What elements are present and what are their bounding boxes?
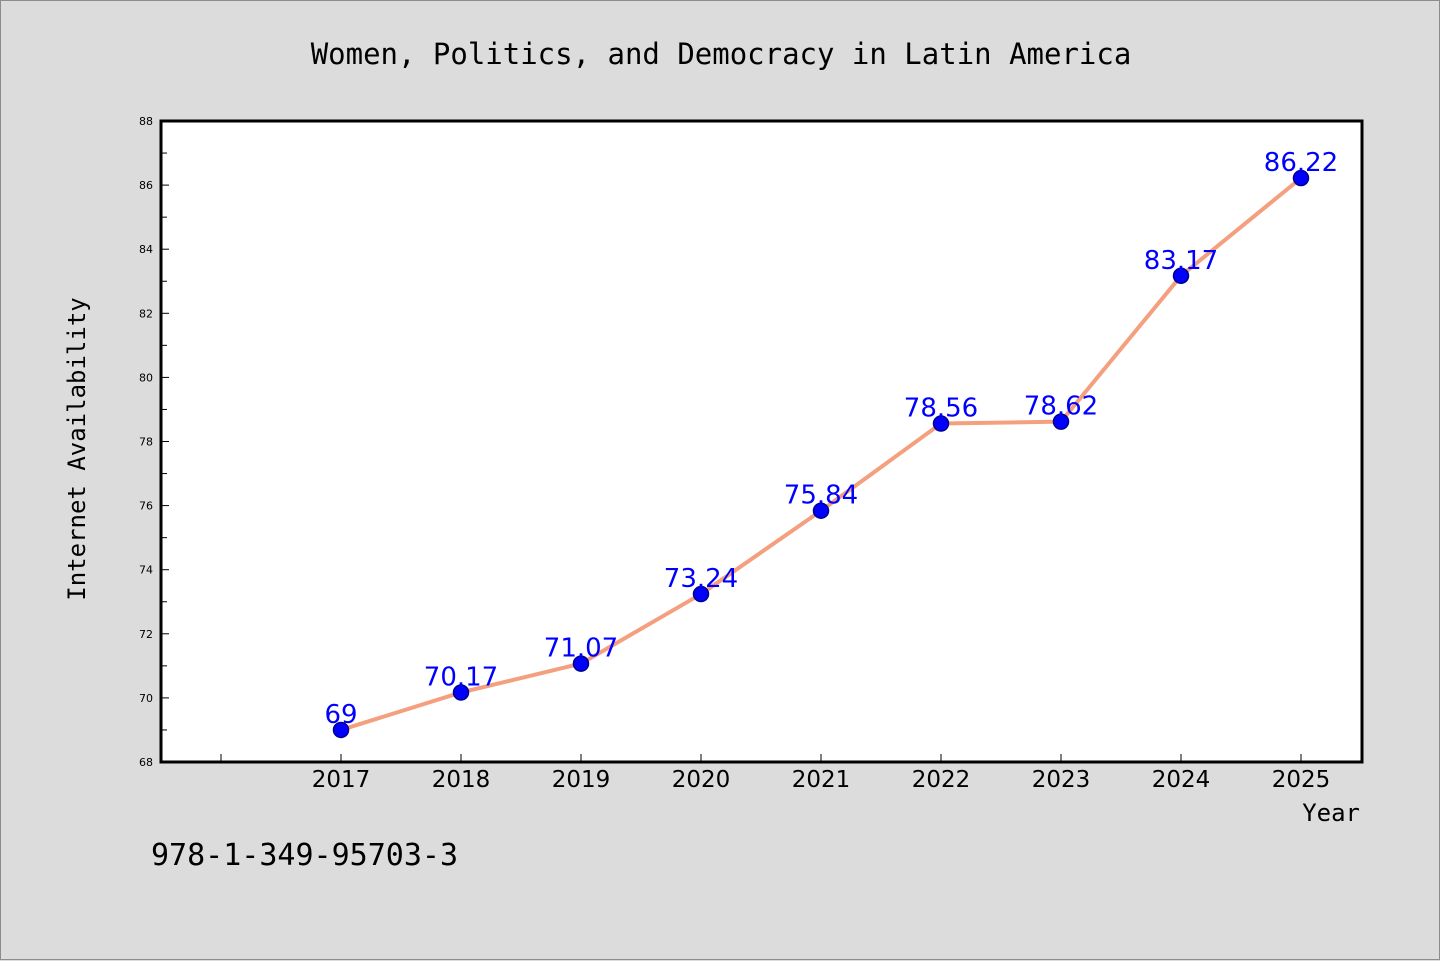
data-label: 70.17 [424, 662, 498, 692]
y-tick-label: 74 [139, 564, 153, 577]
y-tick-label: 78 [139, 436, 153, 449]
y-axis-label: Internet Availability [63, 297, 91, 600]
y-axis-ticks: 68 70 72 74 76 78 80 82 84 86 88 [139, 115, 169, 769]
data-point-marker [932, 415, 950, 432]
x-axis-label: Year [1302, 799, 1360, 827]
x-tick-label: 2018 [432, 767, 491, 793]
data-point-marker [1172, 267, 1190, 285]
data-point-marker [572, 655, 590, 672]
data-label: 86.22 [1264, 148, 1338, 178]
data-label: 83.17 [1144, 246, 1218, 276]
y-tick-label: 76 [139, 500, 153, 513]
data-label: 75.84 [784, 481, 858, 511]
x-axis-ticks: 2017 2018 2019 2020 2021 2022 2023 2024 2025 [220, 754, 1331, 793]
x-tick-label: 2021 [792, 767, 851, 793]
data-point-marker [452, 684, 470, 701]
y-tick-label: 88 [139, 115, 153, 128]
data-point-marker [332, 721, 350, 739]
data-point-marker [1052, 413, 1070, 430]
x-tick-label: 2019 [552, 767, 611, 793]
data-label: 71.07 [544, 634, 618, 664]
data-markers [332, 169, 1310, 739]
x-tick-label: 2023 [1032, 767, 1091, 793]
data-label: 73.24 [664, 564, 738, 594]
y-tick-label: 70 [139, 692, 153, 705]
data-label: 69 [324, 700, 357, 730]
data-point-marker [812, 502, 830, 519]
plot-area [159, 119, 1364, 764]
x-tick-label: 2020 [672, 767, 731, 793]
y-tick-label: 68 [139, 756, 153, 769]
data-label: 78.56 [904, 394, 978, 424]
y-tick-label: 80 [139, 371, 153, 384]
x-tick-label: 2025 [1272, 767, 1331, 793]
x-tick-label: 2022 [912, 767, 971, 793]
data-point-marker [1292, 169, 1310, 187]
isbn-note: 978-1-349-95703-3 [151, 838, 458, 873]
y-tick-label: 82 [139, 307, 153, 320]
data-labels: 69 70.17 71.07 73.24 75.84 78.56 78.62 83.17 86.… [324, 148, 1338, 730]
chart-title: Women, Politics, and Democracy in Latin … [311, 37, 1132, 71]
y-tick-label: 86 [139, 179, 153, 192]
y-tick-label: 72 [139, 628, 153, 641]
data-point-marker [692, 585, 710, 603]
x-tick-label: 2017 [312, 767, 371, 793]
y-tick-label: 84 [139, 243, 153, 256]
data-label: 78.62 [1024, 392, 1098, 422]
x-tick-label: 2024 [1152, 767, 1211, 793]
